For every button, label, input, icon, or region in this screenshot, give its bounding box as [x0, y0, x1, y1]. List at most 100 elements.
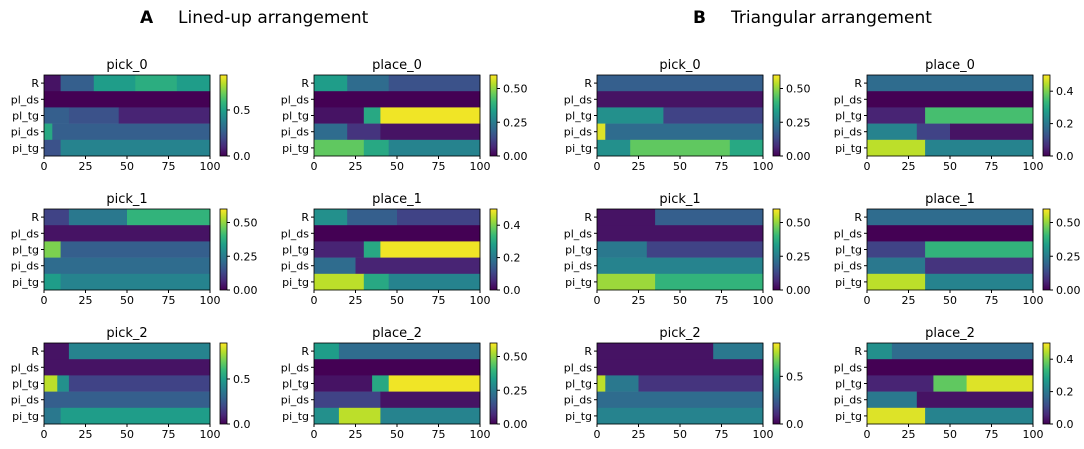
b-place-1-colorbar-label: 0.00	[1056, 284, 1081, 297]
a-pick-0-xlabel: 75	[162, 160, 176, 173]
b-pick-1-cell	[655, 209, 764, 226]
a-place-1-title: place_1	[372, 192, 422, 207]
b-pick-2-cell	[605, 375, 639, 392]
a-place-1-cell	[314, 241, 365, 258]
a-place-2-cell	[314, 407, 340, 425]
b-pick-2-cell	[597, 391, 764, 409]
a-pick-1-xlabel: 75	[162, 294, 176, 307]
a-place-2-xlabel: 25	[349, 428, 363, 441]
a-place-0-cell	[388, 75, 481, 92]
a-pick-0-ylabel: pi_tg	[12, 142, 39, 155]
a-place-0-cell	[314, 75, 348, 92]
b-place-1-xlabel: 100	[1023, 294, 1044, 307]
b-place-0-cell	[950, 123, 1034, 141]
b-place-2-cell	[867, 391, 918, 409]
b-pick-1-cell	[597, 273, 656, 291]
a-pick-0-cell	[44, 91, 211, 108]
panel-b-letter: B	[693, 8, 706, 28]
a-place-0-cell	[363, 107, 381, 124]
a-place-0-cell	[314, 107, 365, 124]
panel-b-title: Triangular arrangement	[731, 8, 932, 28]
b-place-1-ylabel: R	[854, 211, 862, 224]
a-place-1-cell	[314, 225, 481, 242]
a-place-1-cell	[388, 273, 481, 291]
a-pick-0-cell	[52, 123, 211, 141]
b-place-1-xlabel: 0	[864, 294, 871, 307]
b-pick-1-xlabel: 0	[594, 294, 601, 307]
a-place-2-cell	[338, 407, 381, 425]
a-place-2-cell	[314, 359, 481, 376]
a-pick-0-cell	[93, 75, 136, 92]
b-pick-1-cell	[646, 241, 764, 258]
b-place-1-xlabel: 50	[943, 294, 957, 307]
b-place-2-cell	[867, 375, 934, 392]
b-place-2-cell	[925, 407, 1034, 425]
b-pick-2-xlabel: 100	[753, 428, 774, 441]
a-place-1-xlabel: 100	[470, 294, 491, 307]
b-place-0-ylabel: pi_ds	[834, 126, 863, 139]
b-pick-2-cell	[597, 359, 764, 376]
a-pick-2-colorbar	[219, 342, 228, 425]
a-pick-1-colorbar-label: 0.00	[233, 284, 258, 297]
b-pick-0-colorbar-label: 0.00	[786, 150, 811, 163]
a-place-2-colorbar-label: 0.50	[503, 351, 528, 364]
b-place-2-ylabel: pi_ds	[834, 394, 863, 407]
b-pick-0-ylabel: R	[584, 77, 592, 90]
a-place-0-ylabel: pi_tg	[282, 142, 309, 155]
a-pick-2-cell	[60, 407, 211, 425]
a-pick-1-cell	[68, 209, 128, 226]
b-place-1-cell	[867, 257, 926, 275]
b-place-1-colorbar	[1042, 208, 1051, 291]
a-place-0-ylabel: R	[301, 77, 309, 90]
b-place-0-colorbar-label: 0.0	[1056, 150, 1074, 163]
a-pick-2-cell	[44, 375, 58, 392]
a-place-0-xlabel: 50	[390, 160, 404, 173]
a-place-0-cell	[314, 123, 348, 141]
a-place-2-colorbar-label: 0.25	[503, 384, 528, 397]
a-place-0-colorbar-label: 0.50	[503, 83, 528, 96]
b-place-0-cell	[925, 107, 1034, 124]
a-place-2-xlabel: 100	[470, 428, 491, 441]
b-place-2-ylabel: pl_ds	[834, 361, 863, 374]
a-place-0-cell	[314, 91, 481, 108]
b-place-2-colorbar	[1042, 342, 1051, 425]
b-pick-2-xlabel: 0	[594, 428, 601, 441]
b-place-1-cell	[867, 241, 926, 258]
b-pick-2-ylabel: pl_ds	[564, 361, 593, 374]
a-place-0-colorbar-label: 0.25	[503, 116, 528, 129]
a-place-1-cell	[397, 209, 481, 226]
b-place-1-cell	[925, 241, 1034, 258]
b-place-0-cell	[867, 123, 918, 141]
a-place-0-cell	[388, 139, 481, 157]
a-pick-2-xlabel: 50	[120, 428, 134, 441]
b-pick-1-ylabel: pi_ds	[564, 260, 593, 273]
a-pick-0-xlabel: 0	[41, 160, 48, 173]
a-place-0-xlabel: 25	[349, 160, 363, 173]
a-pick-0-xlabel: 100	[200, 160, 221, 173]
b-pick-2-cell	[597, 375, 606, 392]
a-place-0-colorbar-label: 0.00	[503, 150, 528, 163]
b-place-1-cell	[867, 225, 1034, 242]
a-place-0-cell	[380, 107, 481, 124]
a-pick-1-ylabel: pi_tg	[12, 276, 39, 289]
b-pick-0-cell	[597, 139, 631, 157]
b-pick-1-xlabel: 50	[673, 294, 687, 307]
b-place-0-cell	[916, 123, 951, 141]
a-pick-2-cell	[44, 391, 211, 409]
b-place-0-xlabel: 0	[864, 160, 871, 173]
a-pick-1-cell	[44, 273, 62, 291]
a-place-1-ylabel: R	[301, 211, 309, 224]
b-place-2-cell	[933, 375, 968, 392]
a-place-2-cell	[380, 391, 481, 409]
b-place-2-ylabel: pl_tg	[835, 378, 862, 391]
b-place-2-cell	[867, 407, 926, 425]
a-pick-0-cell	[60, 75, 95, 92]
b-place-0-ylabel: pi_tg	[835, 142, 862, 155]
b-pick-2-title: pick_2	[659, 326, 700, 341]
b-place-2-colorbar-label: 0.4	[1056, 353, 1074, 366]
a-pick-2-cell	[68, 375, 211, 392]
b-place-1-xlabel: 25	[902, 294, 916, 307]
b-pick-1-colorbar-label: 0.50	[786, 217, 811, 230]
b-pick-0-ylabel: pl_tg	[565, 110, 592, 123]
a-pick-2-ylabel: pl_ds	[11, 361, 40, 374]
